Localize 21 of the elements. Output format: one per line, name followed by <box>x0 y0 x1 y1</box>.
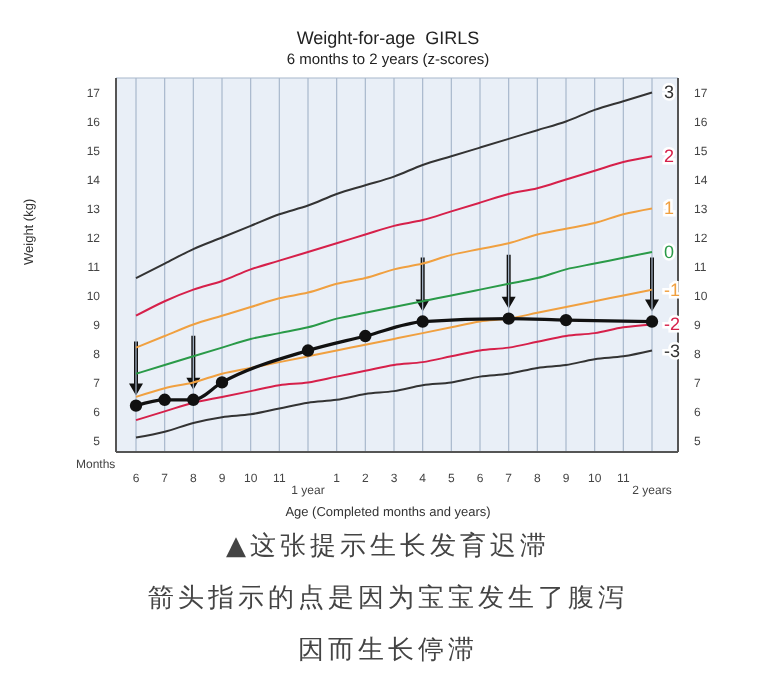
point <box>215 376 229 389</box>
point <box>502 312 515 325</box>
line-series <box>135 349 653 439</box>
point <box>301 344 315 357</box>
point <box>416 315 429 328</box>
line-series <box>135 155 653 317</box>
point <box>129 399 143 412</box>
text: 因而生长停滞 <box>296 634 480 668</box>
series-label: 1 <box>664 198 675 219</box>
series-label: 2 <box>664 146 675 167</box>
chart-title: Weight-for-age GIRLS <box>294 28 482 48</box>
text: ▲这张提示生长发育迟滞 <box>224 529 552 564</box>
point <box>158 393 171 407</box>
series-label: 3 <box>664 82 675 103</box>
point <box>645 315 659 328</box>
text: 箭头指示的点是因为宝宝发生了腹泻 <box>146 582 630 616</box>
series-label: 0 <box>664 241 675 262</box>
line-series <box>135 91 653 280</box>
point <box>187 393 200 407</box>
point <box>559 313 573 327</box>
point <box>359 329 372 343</box>
